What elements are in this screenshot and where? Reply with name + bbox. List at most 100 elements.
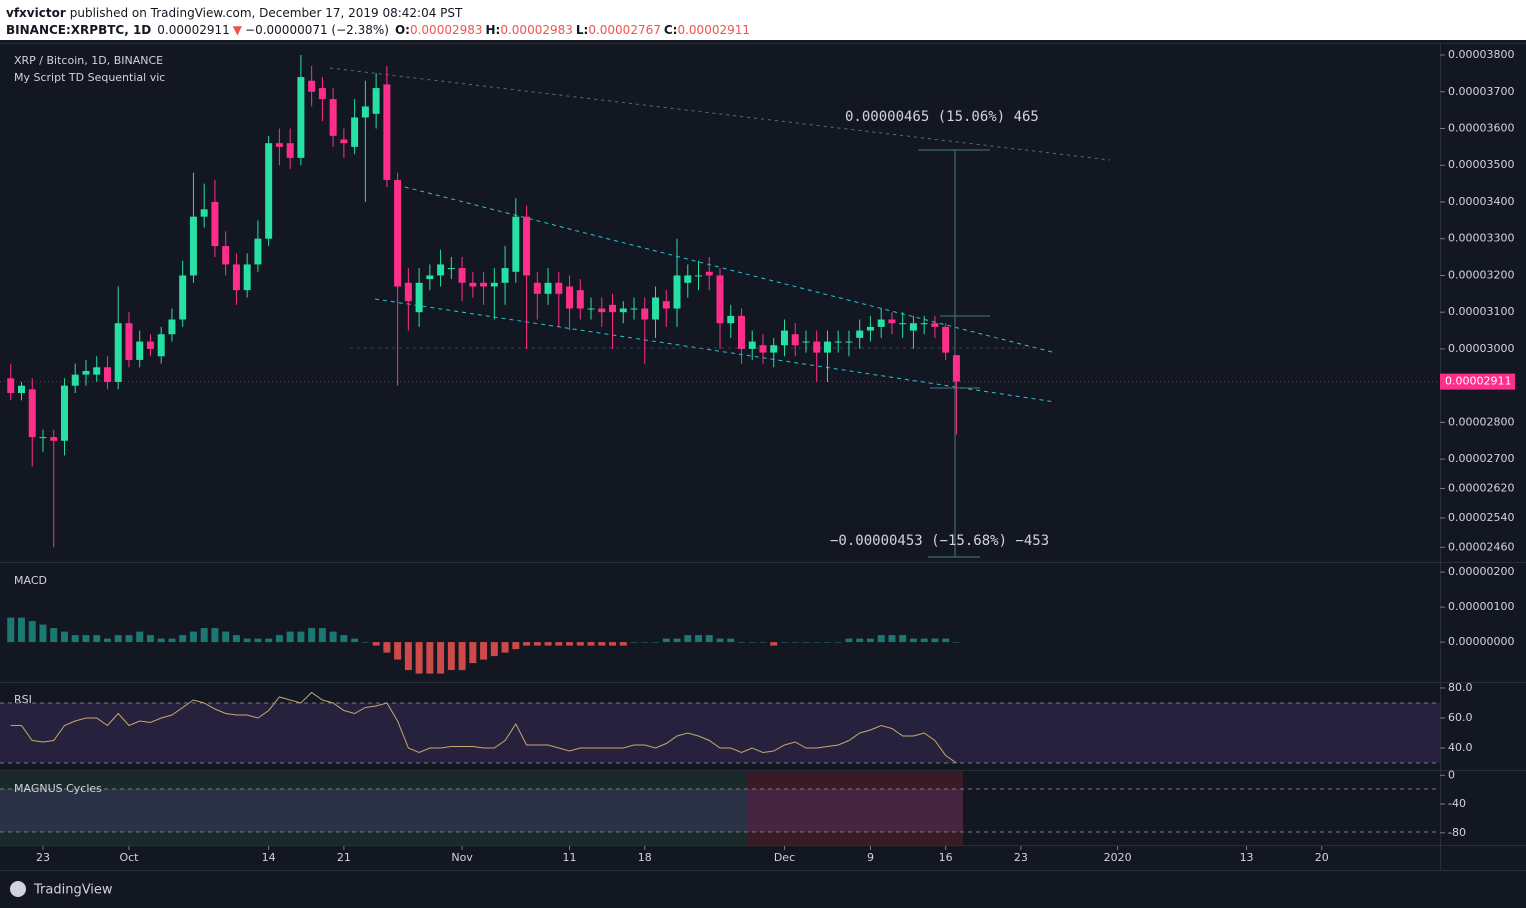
candle-body — [404, 282, 412, 302]
histogram-bar — [587, 642, 595, 646]
x-tick-label: Dec — [774, 851, 795, 864]
candle-body — [39, 437, 47, 439]
candle-body — [329, 99, 337, 136]
candle-body — [652, 297, 660, 320]
candle-body — [533, 282, 541, 294]
candle-body — [716, 275, 724, 324]
histogram-bar — [942, 638, 950, 643]
measure-up-label: 0.00000465 (15.06%) 465 — [845, 109, 1039, 125]
y-tick-label: 60.0 — [1448, 711, 1473, 724]
y-tick-label: 0.00003100 — [1448, 305, 1514, 318]
y-tick-label: 80.0 — [1448, 681, 1473, 694]
candle-body — [780, 330, 788, 346]
histogram-bar — [437, 642, 445, 674]
histogram-bar — [383, 642, 391, 653]
price: 0.00002911 — [157, 23, 230, 37]
candle-body — [942, 326, 950, 353]
histogram-bar — [877, 635, 885, 643]
histogram-bar — [759, 642, 767, 643]
candle-body — [394, 179, 402, 287]
y-tick-label: 0.00003000 — [1448, 342, 1514, 355]
pane-title: MAGNUS Cycles — [14, 782, 102, 795]
y-tick-label: 0.00003300 — [1448, 232, 1514, 245]
candle-body — [834, 341, 842, 343]
candle-body — [469, 282, 477, 287]
change: −0.00000071 (−2.38%) — [245, 23, 389, 37]
candle-body — [909, 323, 917, 331]
histogram-bar — [318, 628, 326, 643]
brand: TradingView — [33, 883, 113, 898]
histogram-bar — [609, 642, 617, 646]
histogram-bar — [39, 624, 47, 643]
y-tick-label: -80 — [1448, 826, 1466, 839]
histogram-bar — [372, 642, 380, 646]
y-tick-label: 0.00000100 — [1448, 600, 1514, 613]
cycle-bg-down — [748, 771, 963, 845]
histogram-bar — [50, 628, 58, 643]
candle-body — [490, 282, 498, 287]
histogram-bar — [490, 642, 498, 657]
candle-body — [211, 201, 219, 247]
histogram-bar — [566, 642, 574, 646]
histogram-bar — [71, 635, 79, 643]
histogram-bar — [361, 642, 369, 643]
histogram-bar — [275, 635, 283, 643]
candle-body — [920, 323, 928, 325]
candle-body — [576, 290, 584, 309]
histogram-bar — [168, 638, 176, 643]
y-tick-label: -40 — [1448, 797, 1466, 810]
histogram-bar — [93, 635, 101, 643]
band — [0, 702, 1440, 763]
candle-body — [748, 341, 756, 349]
candle-body — [501, 268, 509, 283]
candle-body — [458, 268, 466, 283]
y-tick-label: 0.00003200 — [1448, 268, 1514, 281]
open: 0.00002983 — [410, 23, 483, 37]
published-line: vfxvictor published on TradingView.com, D… — [6, 6, 463, 20]
candle-body — [695, 275, 702, 277]
candle-body — [856, 330, 864, 338]
candle-body — [770, 345, 778, 353]
candle-body — [791, 334, 799, 346]
x-tick-label: Oct — [119, 851, 139, 864]
histogram-bar — [394, 642, 402, 660]
x-tick-label: 16 — [939, 851, 953, 864]
x-tick-label: 2020 — [1104, 851, 1132, 864]
candle-body — [415, 282, 423, 313]
candle-body — [18, 385, 25, 394]
histogram-bar — [834, 642, 842, 643]
low: 0.00002767 — [588, 23, 661, 37]
y-tick-label: 0.00000000 — [1448, 635, 1514, 648]
candle-body — [340, 139, 348, 144]
histogram-bar — [265, 638, 273, 643]
histogram-bar — [673, 638, 681, 643]
candle-body — [318, 88, 326, 100]
candle-body — [931, 323, 939, 327]
histogram-bar — [480, 642, 488, 660]
histogram-bar — [136, 631, 144, 643]
histogram-bar — [469, 642, 477, 664]
histogram-bar — [931, 638, 939, 643]
candle-body — [609, 304, 617, 313]
chart-subtitle: My Script TD Sequential vic — [14, 71, 165, 84]
histogram-bar — [802, 642, 810, 643]
x-tick-label: 13 — [1240, 851, 1254, 864]
last-price-tag — [1440, 373, 1515, 390]
candle-body — [308, 80, 316, 92]
histogram-bar — [716, 638, 724, 643]
histogram-bar — [544, 642, 552, 646]
histogram-bar — [780, 642, 788, 643]
candle-body — [157, 334, 165, 357]
candle-body — [566, 286, 574, 309]
histogram-bar — [146, 635, 154, 643]
y-tick-label: 0.00003800 — [1448, 48, 1514, 61]
brand-logo — [10, 881, 26, 897]
histogram-bar — [308, 628, 316, 643]
histogram-bar — [447, 642, 455, 671]
histogram-bar — [458, 642, 466, 671]
candle-body — [189, 216, 197, 276]
histogram-bar — [770, 642, 778, 646]
histogram-bar — [791, 642, 799, 643]
histogram-bar — [823, 642, 831, 643]
x-tick-label: 23 — [36, 851, 50, 864]
